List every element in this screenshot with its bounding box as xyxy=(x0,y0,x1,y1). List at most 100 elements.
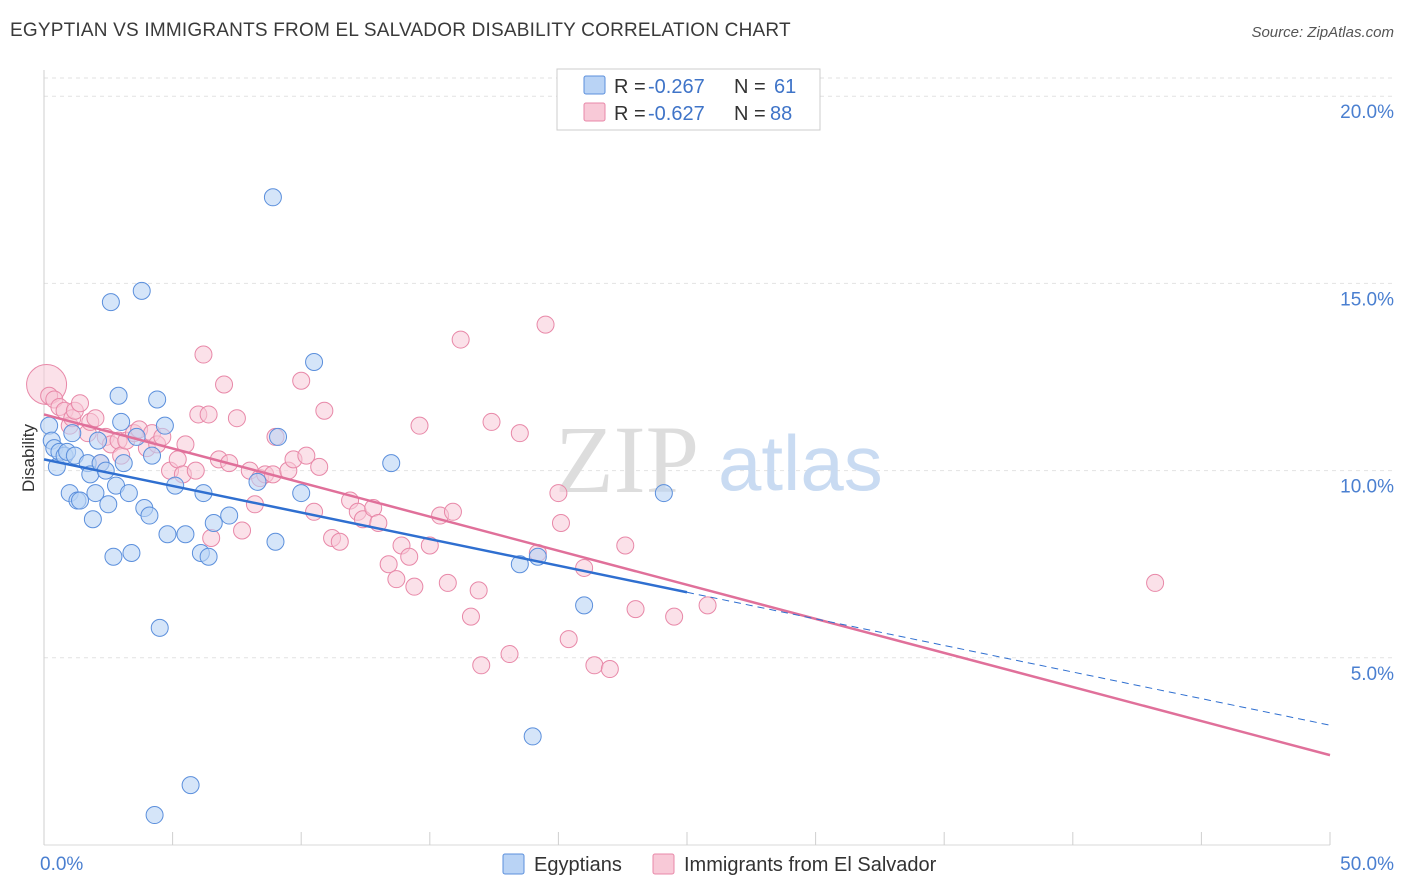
legend-r-value-1: -0.267 xyxy=(648,76,705,98)
egyptian-point xyxy=(145,806,164,825)
egyptian-point xyxy=(86,484,105,503)
series-salvador-points xyxy=(26,315,1165,679)
egyptian-point xyxy=(132,281,151,300)
salvador-point xyxy=(305,502,324,521)
egyptian-point xyxy=(181,776,200,795)
salvador-point xyxy=(168,450,187,469)
salvador-point xyxy=(500,645,519,664)
x-tick-label-max: 50.0% xyxy=(1340,854,1394,875)
salvador-point xyxy=(438,573,457,592)
salvador-point xyxy=(536,315,555,334)
salvador-point xyxy=(443,502,462,521)
salvador-point xyxy=(472,656,491,675)
legend-bottom: Egyptians Immigrants from El Salvador xyxy=(502,853,937,876)
egyptian-point xyxy=(575,596,594,615)
egyptian-point xyxy=(148,390,167,409)
salvador-point xyxy=(330,532,349,551)
y-tick-label: 20.0% xyxy=(1340,102,1394,123)
egyptian-point xyxy=(40,416,59,435)
salvador-point xyxy=(549,484,568,503)
salvador-point xyxy=(86,409,105,428)
egyptian-point xyxy=(305,353,324,372)
salvador-point xyxy=(1146,573,1165,592)
egyptian-trend-line xyxy=(43,458,688,594)
salvador-point xyxy=(233,521,252,540)
egyptian-point xyxy=(248,472,267,491)
egyptian-point xyxy=(112,412,131,431)
egyptian-point xyxy=(292,484,311,503)
salvador-point xyxy=(202,528,221,547)
salvador-point xyxy=(387,570,406,589)
egyptian-point xyxy=(266,532,285,551)
legend-top: R = -0.267 N = 61 R = -0.627 N = 88 xyxy=(556,68,821,131)
series-egyptians-points xyxy=(40,188,673,825)
salvador-point xyxy=(510,424,529,443)
salvador-point xyxy=(297,446,316,465)
salvador-point xyxy=(482,412,501,431)
egyptian-point xyxy=(269,427,288,446)
egyptian-point xyxy=(150,618,169,637)
legend-bottom-label-egyptians: Egyptians xyxy=(534,854,622,876)
egyptian-point xyxy=(101,293,120,312)
egyptian-point xyxy=(143,446,162,465)
salvador-point xyxy=(379,555,398,574)
salvador-point xyxy=(71,394,90,413)
egyptian-point xyxy=(119,484,138,503)
watermark-zip: ZIP xyxy=(555,406,699,513)
x-tick-label-min: 0.0% xyxy=(40,854,83,875)
egyptian-point xyxy=(109,386,128,405)
salvador-point xyxy=(186,461,205,480)
salvador-point xyxy=(451,330,470,349)
egyptian-point xyxy=(63,424,82,443)
egyptian-point xyxy=(155,416,174,435)
egyptian-point xyxy=(71,491,90,510)
salvador-point xyxy=(400,547,419,566)
egyptian-point xyxy=(140,506,159,525)
gridlines xyxy=(44,77,1394,659)
salvador-point xyxy=(551,514,570,533)
egyptian-point xyxy=(158,525,177,544)
legend-bottom-label-salvador: Immigrants from El Salvador xyxy=(684,854,937,876)
egyptian-trend-line-extension xyxy=(686,591,1331,726)
salvador-point xyxy=(600,660,619,679)
salvador-point xyxy=(292,371,311,390)
salvador-point xyxy=(215,375,234,394)
legend-n-label-1: N = xyxy=(734,76,766,98)
salvador-point xyxy=(698,596,717,615)
egyptian-point xyxy=(523,727,542,746)
salvador-point xyxy=(405,577,424,596)
chart-source: Source: ZipAtlas.com xyxy=(1251,24,1394,41)
legend-swatch-salvador xyxy=(583,102,606,122)
salvador-point xyxy=(559,630,578,649)
salvador-point xyxy=(194,345,213,364)
legend-r-label-1: R = xyxy=(614,76,646,98)
egyptian-point xyxy=(204,514,223,533)
egyptian-point xyxy=(83,510,102,529)
x-tick-marks xyxy=(43,832,1331,845)
legend-r-value-2: -0.627 xyxy=(648,103,705,125)
salvador-point xyxy=(315,401,334,420)
egyptian-point xyxy=(510,555,529,574)
egyptian-point xyxy=(263,188,282,207)
legend-n-value-2: 88 xyxy=(770,103,792,125)
salvador-point xyxy=(626,600,645,619)
legend-r-label-2: R = xyxy=(614,103,646,125)
legend-swatch-egyptians xyxy=(583,75,606,95)
egyptian-point xyxy=(382,454,401,473)
salvador-point xyxy=(227,409,246,428)
egyptian-point xyxy=(654,484,673,503)
egyptian-point xyxy=(114,454,133,473)
salvador-point xyxy=(410,416,429,435)
y-tick-label: 10.0% xyxy=(1340,477,1394,498)
legend-n-label-2: N = xyxy=(734,103,766,125)
watermark-atlas: atlas xyxy=(718,419,883,507)
salvador-point xyxy=(575,558,594,577)
legend-bottom-swatch-egyptians xyxy=(502,853,525,875)
y-tick-labels: 5.0% 10.0% 15.0% 20.0% xyxy=(1340,102,1394,685)
egyptian-point xyxy=(176,525,195,544)
egyptian-point xyxy=(99,495,118,514)
salvador-point xyxy=(585,656,604,675)
chart-title: EGYPTIAN VS IMMIGRANTS FROM EL SALVADOR … xyxy=(10,20,791,41)
y-tick-label: 15.0% xyxy=(1340,289,1394,310)
egyptian-point xyxy=(89,431,108,450)
